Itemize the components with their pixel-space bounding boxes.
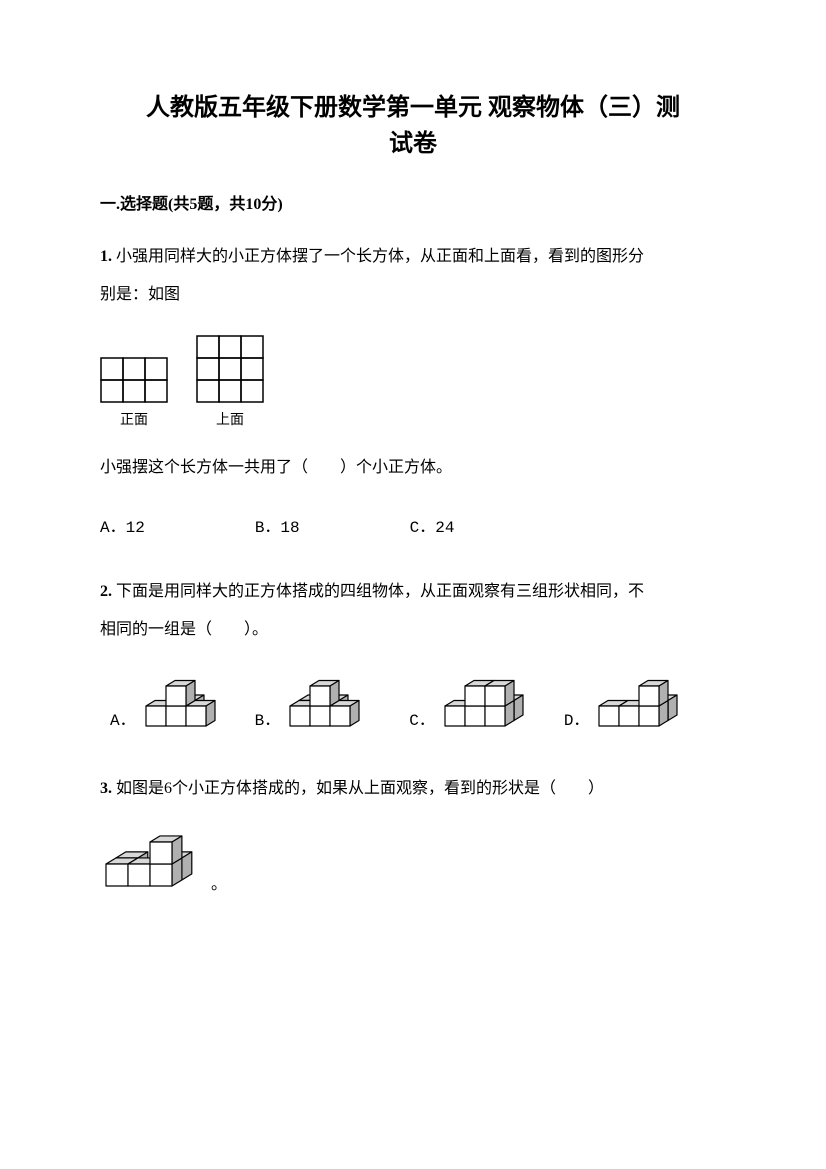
q3-number: 3.: [100, 780, 112, 797]
q1-opt-c: C．24: [410, 513, 455, 537]
cube-c-svg: [439, 670, 544, 740]
q1-text2: 别是：如图: [100, 286, 180, 303]
front-label: 正面: [120, 409, 148, 429]
q1-number: 1.: [100, 248, 112, 265]
q2-opt-a-label: A．: [110, 706, 136, 740]
title-line2: 试卷: [389, 131, 437, 157]
q1-mid-text: 小强摆这个长方体一共用了（ ）个小正方体。: [100, 453, 726, 477]
cube-b-svg: [284, 670, 389, 740]
q2-opt-a: A．: [110, 670, 235, 740]
q2-text2: 相同的一组是（ ）。: [100, 621, 268, 638]
question-2: 2. 下面是用同样大的正方体搭成的四组物体，从正面观察有三组形状相同，不 相同的…: [100, 573, 726, 650]
question-1: 1. 小强用同样大的小正方体摆了一个长方体，从正面和上面看，看到的图形分 别是：…: [100, 238, 726, 315]
title-line1: 人教版五年级下册数学第一单元 观察物体（三）测: [146, 95, 680, 121]
q2-opt-c: C．: [409, 670, 544, 740]
q1-diagram: 正面 上面: [100, 335, 726, 429]
q1-options: A．12 B．18 C．24: [100, 513, 726, 537]
top-label: 上面: [216, 409, 244, 429]
q2-text1: 下面是用同样大的正方体搭成的四组物体，从正面观察有三组形状相同，不: [116, 583, 644, 600]
q1-top-view: 上面: [196, 335, 264, 429]
section-header: 一.选择题(共5题，共10分): [100, 190, 726, 214]
cube-q3-svg: [100, 828, 205, 900]
question-3: 3. 如图是6个小正方体搭成的，如果从上面观察，看到的形状是（ ）: [100, 770, 726, 808]
cube-a-svg: [140, 670, 235, 740]
cube-d-svg: [593, 670, 698, 740]
q1-opt-a: A．12: [100, 513, 145, 537]
q1-front-view: 正面: [100, 357, 168, 429]
q2-opt-d: D．: [564, 670, 699, 740]
q3-text: 如图是6个小正方体搭成的，如果从上面观察，看到的形状是（ ）: [116, 780, 604, 797]
q2-opt-c-label: C．: [409, 706, 435, 740]
q2-number: 2.: [100, 583, 112, 600]
q1-opt-b: B．18: [255, 513, 300, 537]
q2-opt-b: B．: [255, 670, 390, 740]
front-grid-svg: [100, 357, 168, 403]
q2-opt-b-label: B．: [255, 706, 281, 740]
q2-options: A． B． C． D．: [110, 670, 726, 740]
q2-opt-d-label: D．: [564, 706, 590, 740]
q1-text1: 小强用同样大的小正方体摆了一个长方体，从正面和上面看，看到的图形分: [116, 248, 644, 265]
q3-diagram: 。: [100, 828, 726, 900]
q3-period: 。: [211, 870, 227, 900]
top-grid-svg: [196, 335, 264, 403]
page-title: 人教版五年级下册数学第一单元 观察物体（三）测 试卷: [100, 90, 726, 162]
